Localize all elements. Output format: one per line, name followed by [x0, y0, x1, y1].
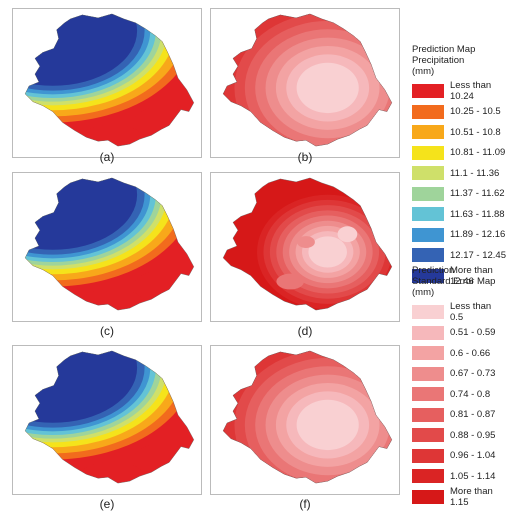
precip-legend-swatch: [412, 104, 444, 119]
region-map: [222, 350, 393, 484]
region-map: [222, 177, 393, 311]
precip-legend-item: Less than 10.24: [412, 80, 507, 103]
panel-label-f: (f): [299, 497, 311, 511]
error-legend-item: 0.67 - 0.73: [412, 364, 507, 385]
region-outline: [222, 350, 393, 484]
error-legend-label: 1.05 - 1.14: [450, 470, 496, 482]
region-map: [24, 177, 195, 311]
precip-legend-swatch: [412, 125, 444, 140]
precip-legend-item: 11.1 - 11.36: [412, 163, 507, 184]
precip-legend-item: 11.63 - 11.88: [412, 204, 507, 225]
precip-legend-swatch: [412, 166, 444, 181]
precip-legend-item: 11.89 - 12.16: [412, 225, 507, 246]
precip-legend-swatch: [412, 207, 444, 222]
error-legend-swatch: [412, 407, 444, 422]
precip-legend-item: 10.25 - 10.5: [412, 102, 507, 123]
region-outline: [24, 13, 195, 147]
region-map: [24, 350, 195, 484]
precip-legend-label: 12.17 - 12.45: [450, 249, 506, 261]
precip-legend-title-3: (mm): [412, 66, 435, 77]
error-legend-swatch: [412, 387, 444, 402]
error-legend-swatch: [412, 305, 444, 320]
map-panel-c: [12, 172, 202, 322]
error-legend-item: 0.74 - 0.8: [412, 384, 507, 405]
precip-legend-label: 10.51 - 10.8: [450, 126, 501, 138]
precip-legend-item: 12.17 - 12.45: [412, 245, 507, 266]
error-legend-swatch: [412, 325, 444, 340]
map-panel-d: [210, 172, 400, 322]
error-legend-title-1: Prediction: [412, 265, 455, 276]
panel-label-a: (a): [99, 150, 115, 164]
error-legend-label: Less than 0.5: [450, 301, 492, 324]
region-map: [222, 13, 393, 147]
precip-legend-swatch: [412, 145, 444, 160]
error-legend-item: 0.6 - 0.66: [412, 343, 507, 364]
error-legend-label: 0.74 - 0.8: [450, 388, 491, 400]
error-legend-item: 0.81 - 0.87: [412, 405, 507, 426]
precip-legend-label: 10.25 - 10.5: [450, 106, 501, 118]
error-legend-item: 1.05 - 1.14: [412, 466, 507, 487]
error-legend-label: 0.81 - 0.87: [450, 409, 496, 421]
precip-legend-item: 10.51 - 10.8: [412, 122, 507, 143]
precip-legend-label: 11.1 - 11.36: [450, 167, 500, 179]
error-legend-item: 0.88 - 0.95: [412, 425, 507, 446]
precip-legend-label: 11.63 - 11.88: [450, 208, 505, 220]
region-map: [24, 13, 195, 147]
map-panel-a: [12, 8, 202, 158]
precip-legend-swatch: [412, 227, 444, 242]
error-legend-swatch: [412, 469, 444, 484]
panel-label-d: (d): [297, 324, 313, 338]
error-legend-title-2: Standard Error Map: [412, 276, 496, 287]
error-legend-label: 0.96 - 1.04: [450, 450, 496, 462]
error-legend-swatch: [412, 448, 444, 463]
precip-legend-label: Less than 10.24: [450, 80, 492, 103]
region-outline: [222, 13, 393, 147]
error-legend-swatch: [412, 366, 444, 381]
error-legend-item: More than 1.15: [412, 485, 507, 508]
precip-legend-title-1: Prediction Map: [412, 44, 476, 55]
map-panel-f: [210, 345, 400, 495]
panel-label-b: (b): [297, 150, 313, 164]
error-legend-swatch: [412, 489, 444, 504]
region-outline: [24, 350, 195, 484]
precip-legend-swatch: [412, 248, 444, 263]
precip-legend-label: More than 12.46: [450, 264, 493, 287]
panel-label-e: (e): [99, 497, 115, 511]
region-outline: [222, 177, 393, 311]
precip-legend-swatch: [412, 186, 444, 201]
precip-legend-swatch: [412, 268, 444, 283]
map-panel-b: [210, 8, 400, 158]
error-legend: Prediction Standard Error Map (mm) Less …: [412, 265, 507, 508]
error-legend-label: 0.6 - 0.66: [450, 347, 491, 359]
precip-legend-label: 11.37 - 11.62: [450, 188, 505, 200]
precip-legend-label: 11.89 - 12.16: [450, 229, 506, 241]
error-legend-label: 0.88 - 0.95: [450, 429, 496, 441]
error-legend-swatch: [412, 428, 444, 443]
precip-legend-item: More than 12.46: [412, 264, 507, 287]
region-outline: [24, 177, 195, 311]
precip-legend-item: 11.37 - 11.62: [412, 184, 507, 205]
precip-legend-title-2: Precipitation: [412, 55, 465, 66]
error-legend-title-3: (mm): [412, 287, 435, 298]
error-legend-item: 0.51 - 0.59: [412, 323, 507, 344]
error-legend-swatch: [412, 346, 444, 361]
error-legend-item: Less than 0.5: [412, 301, 507, 324]
precip-legend-swatch: [412, 84, 444, 99]
precip-legend-label: 10.81 - 11.09: [450, 147, 506, 159]
error-legend-item: 0.96 - 1.04: [412, 446, 507, 467]
precip-legend-item: 10.81 - 11.09: [412, 143, 507, 164]
error-legend-label: 0.67 - 0.73: [450, 368, 496, 380]
error-legend-label: 0.51 - 0.59: [450, 327, 496, 339]
error-legend-label: More than 1.15: [450, 485, 493, 508]
map-panel-e: [12, 345, 202, 495]
panel-label-c: (c): [100, 324, 114, 338]
precipitation-legend: Prediction Map Precipitation (mm) Less t…: [412, 44, 507, 287]
